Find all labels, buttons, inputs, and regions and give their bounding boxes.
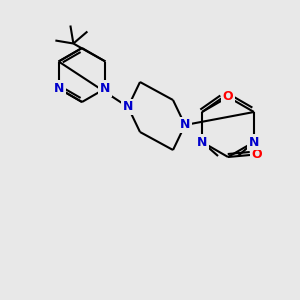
Text: O: O [252,148,262,161]
Text: N: N [123,100,133,113]
Text: N: N [197,136,207,148]
Text: N: N [53,82,64,95]
Text: N: N [249,136,259,148]
Text: N: N [100,82,111,95]
Text: O: O [223,89,233,103]
Text: N: N [180,118,190,131]
